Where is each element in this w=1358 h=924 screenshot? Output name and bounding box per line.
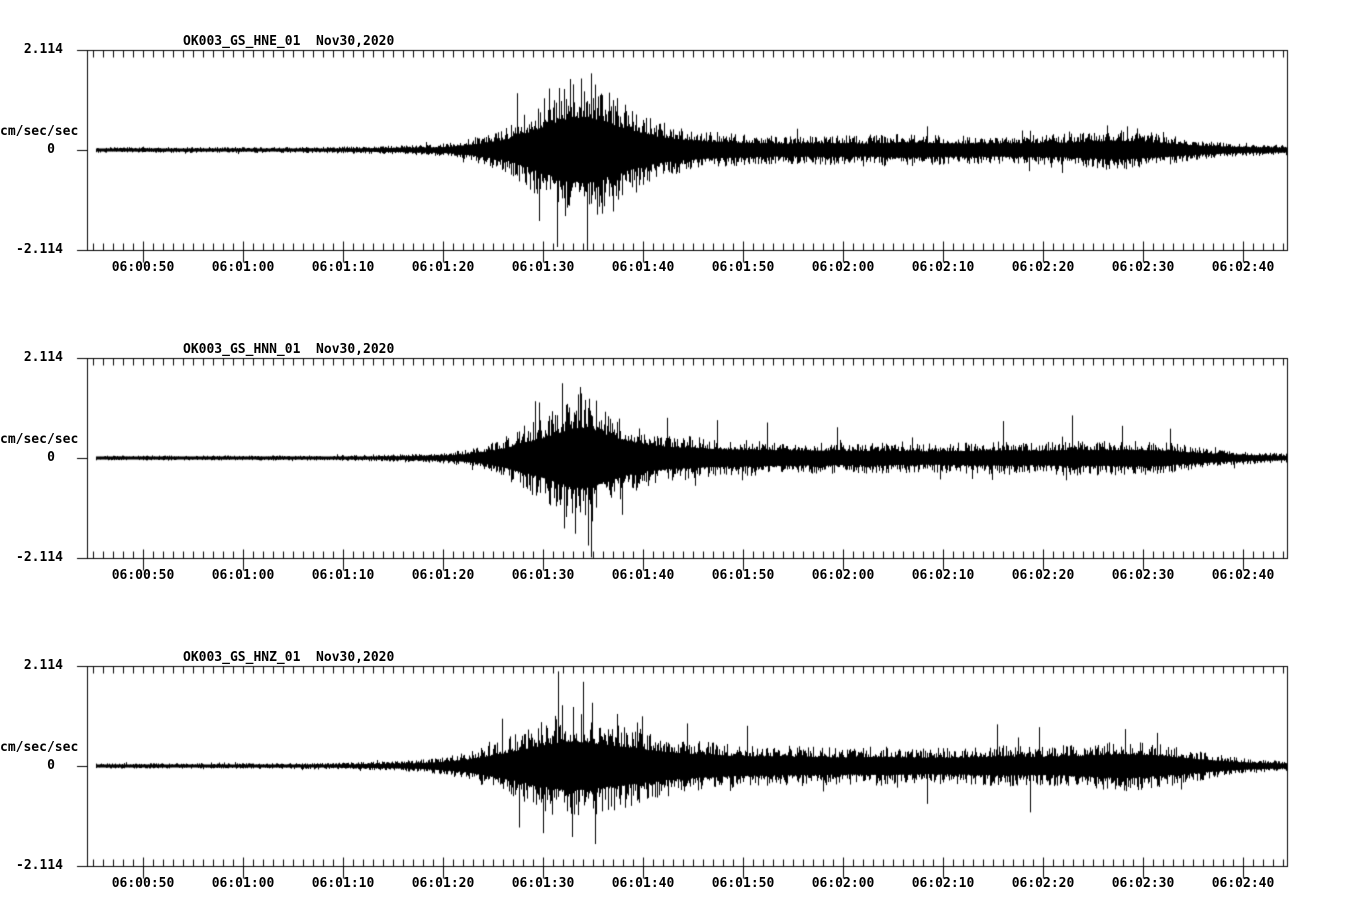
waveform-canvas-0 xyxy=(75,49,1289,265)
y-axis-min-label: -2.114 xyxy=(16,242,63,257)
y-axis-min-label: -2.114 xyxy=(16,858,63,873)
y-axis-max-label: 2.114 xyxy=(23,658,63,673)
plot-title: OK003_GS_HNE_01 Nov30,2020 xyxy=(183,34,395,49)
y-axis-max-label: 2.114 xyxy=(23,42,63,57)
y-axis-zero-label: 0 xyxy=(47,450,55,465)
plot-title: OK003_GS_HNZ_01 Nov30,2020 xyxy=(183,650,395,665)
y-axis-min-label: -2.114 xyxy=(16,550,63,565)
y-axis-unit-label: cm/sec/sec xyxy=(0,740,79,755)
waveform-canvas-2 xyxy=(75,665,1289,881)
y-axis-zero-label: 0 xyxy=(47,142,55,157)
waveform-canvas-1 xyxy=(75,357,1289,573)
y-axis-unit-label: cm/sec/sec xyxy=(0,124,79,139)
plot-title: OK003_GS_HNN_01 Nov30,2020 xyxy=(183,342,395,357)
y-axis-zero-label: 0 xyxy=(47,758,55,773)
y-axis-unit-label: cm/sec/sec xyxy=(0,432,79,447)
y-axis-max-label: 2.114 xyxy=(23,350,63,365)
